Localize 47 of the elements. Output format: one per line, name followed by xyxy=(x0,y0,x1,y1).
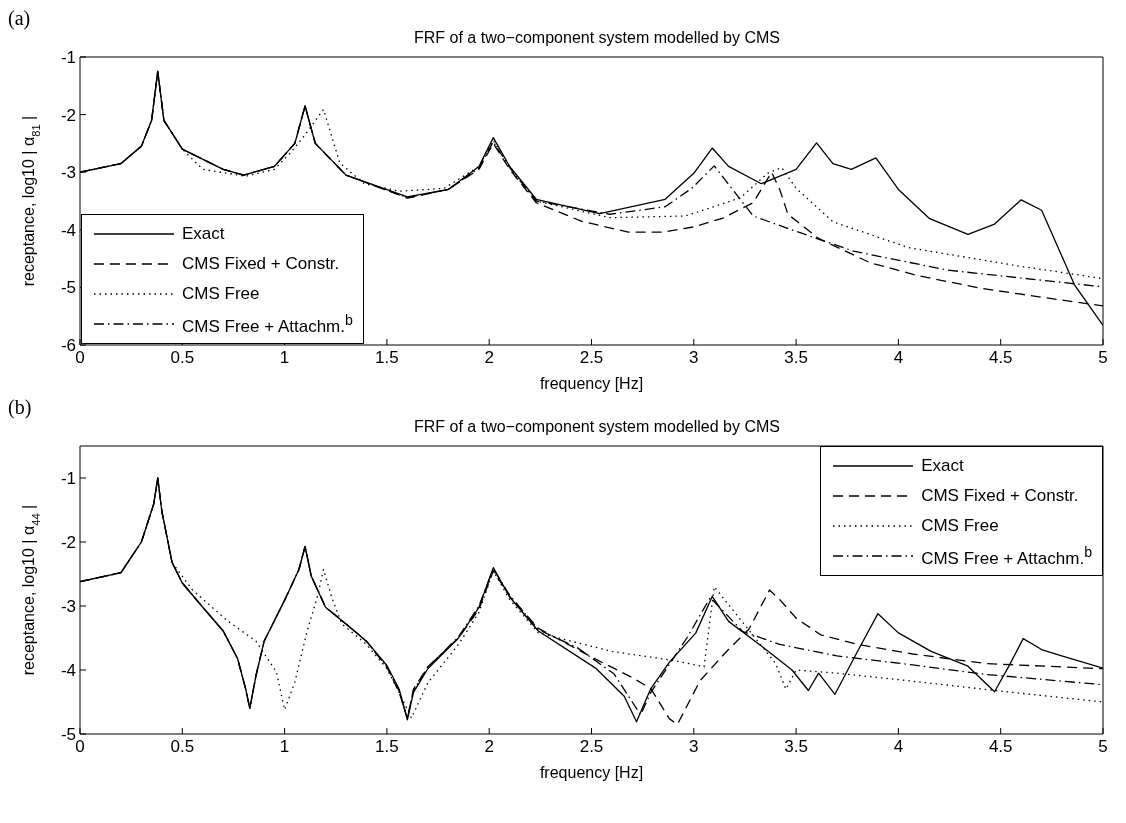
legend-label: CMS Fixed + Constr. xyxy=(921,486,1079,506)
legend-label: Exact xyxy=(182,224,225,244)
x-tick-label: 0.5 xyxy=(170,737,195,757)
x-tick-label: 1 xyxy=(279,348,290,368)
y-tick-label: -6 xyxy=(60,336,76,356)
y-tick-label: -3 xyxy=(60,163,76,183)
x-tick-label: 5 xyxy=(1098,737,1108,757)
x-tick-label: 2 xyxy=(484,737,494,757)
x-tick-label: 0 xyxy=(75,737,85,757)
y-tick-label: -1 xyxy=(60,469,76,489)
y-tick-label: -2 xyxy=(60,533,76,553)
legend-label: CMS Free + Attachm.$^{b}$ xyxy=(921,543,1092,569)
x-axis-title: frequency [Hz] xyxy=(539,375,644,392)
y-tick-label: -4 xyxy=(60,661,76,681)
legend-label: CMS Free xyxy=(182,284,260,304)
x-tick-label: 2.5 xyxy=(579,737,604,757)
x-tick-label: 0.5 xyxy=(170,348,195,368)
x-tick-label: 4 xyxy=(893,737,904,757)
x-tick-label: 4 xyxy=(893,348,904,368)
y-tick-label: -5 xyxy=(60,725,76,745)
text: (a) xyxy=(8,7,32,29)
y-tick-label: -3 xyxy=(60,597,76,617)
legend-label: CMS Fixed + Constr. xyxy=(182,254,340,274)
x-tick-label: 3 xyxy=(689,737,699,757)
chart-title: FRF of a two−component system modelled by CMS xyxy=(413,417,781,437)
x-tick-label: 1.5 xyxy=(375,348,399,368)
x-tick-label: 3.5 xyxy=(784,737,808,757)
y-tick-label: -2 xyxy=(60,105,76,125)
legend-label: CMS Free xyxy=(921,516,999,536)
x-tick-label: 4.5 xyxy=(988,348,1013,368)
x-tick-label: 1.5 xyxy=(375,737,399,757)
y-tick-label: -5 xyxy=(60,278,76,298)
chart-title: FRF of a two−component system modelled by CMS xyxy=(413,28,781,48)
x-tick-label: 3 xyxy=(689,348,699,368)
y-tick-label: -4 xyxy=(60,220,76,240)
x-tick-label: 2 xyxy=(484,348,494,368)
x-tick-label: 3.5 xyxy=(784,348,808,368)
y-tick-label: -1 xyxy=(60,48,76,68)
legend-label: Exact xyxy=(921,456,964,476)
x-axis-title: frequency [Hz] xyxy=(539,764,644,781)
x-tick-label: 1 xyxy=(279,737,290,757)
text: (b) xyxy=(8,396,33,418)
x-tick-label: 5 xyxy=(1098,348,1108,368)
x-tick-label: 2.5 xyxy=(579,348,604,368)
legend-label: CMS Free + Attachm.$^{b}$ xyxy=(182,311,353,337)
x-tick-label: 4.5 xyxy=(988,737,1013,757)
x-tick-label: 0 xyxy=(75,348,85,368)
